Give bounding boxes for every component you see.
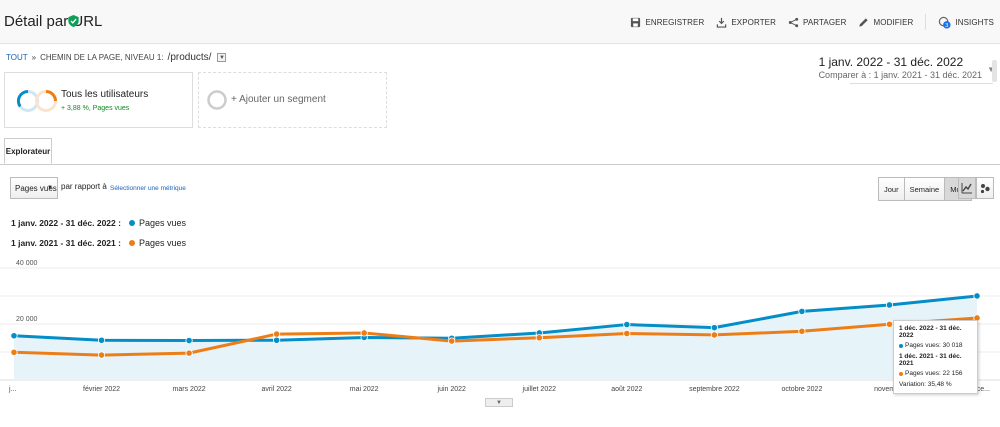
pencil-icon — [859, 17, 869, 27]
data-point — [535, 334, 543, 342]
breadcrumb-path: /products/ — [167, 52, 212, 63]
legend-series-2022: 1 janv. 2022 - 31 déc. 2022 : Pages vues — [11, 218, 186, 228]
y-tick-label: 20 000 — [16, 316, 38, 323]
series-line-2022 — [13, 294, 978, 343]
add-segment-button[interactable]: + Ajouter un segment — [198, 72, 387, 128]
line-chart-toggle[interactable] — [958, 177, 976, 199]
data-point — [185, 349, 193, 357]
share-button[interactable]: PARTAGER — [788, 17, 846, 28]
tooltip-range-2021: 1 déc. 2021 - 31 déc. 2021 — [899, 353, 962, 367]
pageviews-line-chart: 20 000 40 000 j... février 2022 mars 2022 avr… — [0, 260, 1000, 393]
bubble-chart-icon — [980, 184, 990, 194]
verified-shield-icon — [68, 15, 79, 27]
y-tick-label: 40 000 — [16, 260, 38, 267]
report-header: Détail par URL ENREGISTRER EXPORTER PART… — [0, 0, 1000, 44]
breadcrumb: TOUT » CHEMIN DE LA PAGE, NIVEAU 1: /pro… — [6, 52, 227, 63]
segment-label: Tous les utilisateurs — [61, 89, 149, 100]
x-tick-label: mai 2022 — [350, 386, 379, 393]
series-color-dot — [899, 343, 903, 348]
legend-series-2021: 1 janv. 2021 - 31 déc. 2021 : Pages vues — [11, 238, 186, 248]
period-week-button[interactable]: Semaine — [904, 178, 946, 200]
breadcrumb-all-link[interactable]: TOUT — [6, 53, 28, 62]
date-range-divider — [850, 83, 993, 84]
x-tick-label: octobre 2022 — [781, 386, 822, 393]
data-point — [710, 324, 718, 332]
x-tick-label: septembre 2022 — [689, 386, 740, 393]
tooltip-value-2022: Pages vues: 30 018 — [905, 342, 963, 349]
data-point — [710, 331, 718, 339]
export-button[interactable]: EXPORTER — [716, 17, 776, 28]
data-point — [973, 292, 981, 300]
tooltip-value-2021: Pages vues: 22 156 — [905, 370, 963, 377]
date-range-picker[interactable]: 1 janv. 2022 - 31 déc. 2022 Comparer à :… — [818, 55, 995, 80]
compare-label: par rapport à — [61, 182, 107, 191]
data-point — [798, 307, 806, 316]
data-point — [360, 329, 368, 337]
select-metric-link[interactable]: Sélectionner une métrique — [110, 185, 186, 192]
series-line-2021 — [13, 316, 978, 357]
data-point — [10, 348, 18, 356]
metric-select[interactable]: Pages vues ▼ — [10, 177, 58, 199]
x-tick-label: juillet 2022 — [522, 386, 557, 393]
period-day-button[interactable]: Jour — [879, 178, 905, 200]
series-color-dot — [128, 220, 135, 226]
chevron-down-icon: ▼ — [47, 185, 53, 191]
x-tick-label: juin 2022 — [437, 386, 467, 393]
save-icon — [631, 17, 641, 27]
expand-chart-button[interactable]: ▼ — [485, 398, 513, 407]
insights-icon: 3 — [939, 16, 951, 28]
x-tick-label: février 2022 — [83, 386, 120, 393]
report-toolbar: ENREGISTRER EXPORTER PARTAGER MODIFIER 3… — [618, 14, 994, 30]
data-point — [885, 301, 894, 309]
x-tick-label: j... — [8, 386, 16, 393]
data-point — [273, 330, 281, 338]
segment-all-users[interactable]: Tous les utilisateurs + 3,88 %, Pages vu… — [4, 72, 193, 128]
export-icon — [717, 17, 727, 28]
x-tick-label: mars 2022 — [173, 386, 206, 393]
scrollbar[interactable] — [992, 60, 997, 82]
date-range-compare: Comparer à : 1 janv. 2021 - 31 déc. 2021 — [818, 70, 982, 80]
tab-explorer[interactable]: Explorateur — [4, 138, 52, 164]
series-color-dot — [128, 240, 135, 246]
x-tick-label: déce... — [969, 386, 990, 393]
share-icon — [788, 17, 799, 27]
motion-chart-toggle[interactable] — [976, 177, 994, 199]
insights-count-badge: 3 — [946, 22, 949, 28]
breadcrumb-dropdown[interactable]: ▼ — [217, 53, 227, 62]
segment-rings-icon — [17, 89, 57, 112]
save-button[interactable]: ENREGISTRER — [630, 17, 704, 28]
segment-change: + 3,88 %, Pages vues — [61, 105, 130, 112]
add-segment-label: + Ajouter un segment — [231, 94, 326, 105]
tab-divider — [0, 164, 1000, 165]
toolbar-divider — [925, 14, 927, 30]
series-color-dot — [899, 371, 903, 376]
date-range-main: 1 janv. 2022 - 31 déc. 2022 — [818, 55, 964, 69]
tooltip-variation: Variation: 35,48 % — [899, 381, 952, 388]
x-tick-label: août 2022 — [611, 386, 642, 393]
data-point — [623, 320, 631, 329]
x-tick-label: avril 2022 — [261, 386, 291, 393]
data-point — [185, 336, 193, 345]
data-point — [448, 337, 456, 345]
breadcrumb-dimension: CHEMIN DE LA PAGE, NIVEAU 1: — [40, 53, 164, 62]
data-point — [97, 351, 106, 359]
tooltip-range-2022: 1 déc. 2022 - 31 déc. 2022 — [899, 325, 962, 339]
chart-tooltip: 1 déc. 2022 - 31 déc. 2022 Pages vues: 3… — [893, 320, 978, 394]
data-point — [10, 332, 18, 340]
line-chart-icon — [961, 183, 972, 194]
chevron-down-icon: ▼ — [987, 65, 995, 74]
data-point — [97, 336, 106, 344]
edit-button[interactable]: MODIFIER — [858, 17, 913, 28]
breadcrumb-separator: » — [31, 53, 37, 62]
x-tick-label: novemb... — [874, 386, 905, 393]
insights-button[interactable]: 3 INSIGHTS — [938, 16, 994, 29]
page-title: Détail par URL — [4, 13, 103, 30]
data-point — [798, 327, 806, 335]
data-point — [273, 336, 281, 344]
empty-segment-icon — [207, 90, 227, 110]
data-point — [885, 320, 894, 328]
data-point — [623, 329, 631, 338]
